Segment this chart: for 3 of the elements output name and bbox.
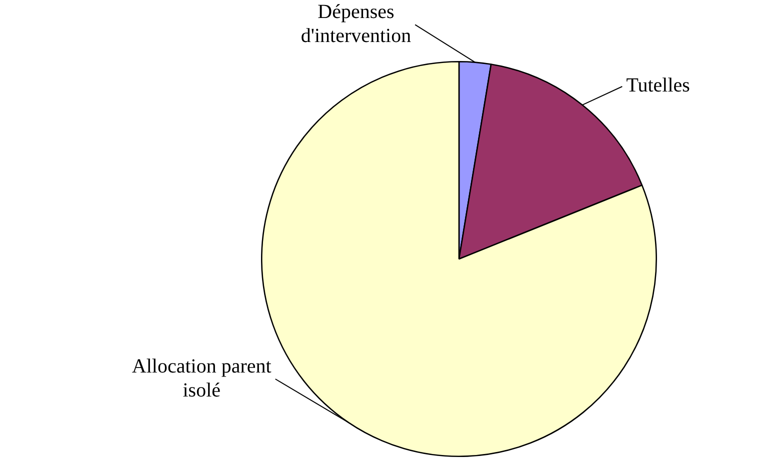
slice-label: Dépenses d'intervention — [300, 0, 412, 47]
slice-label: Tutelles — [626, 74, 690, 97]
slice-label: Allocation parent isolé — [132, 355, 272, 402]
